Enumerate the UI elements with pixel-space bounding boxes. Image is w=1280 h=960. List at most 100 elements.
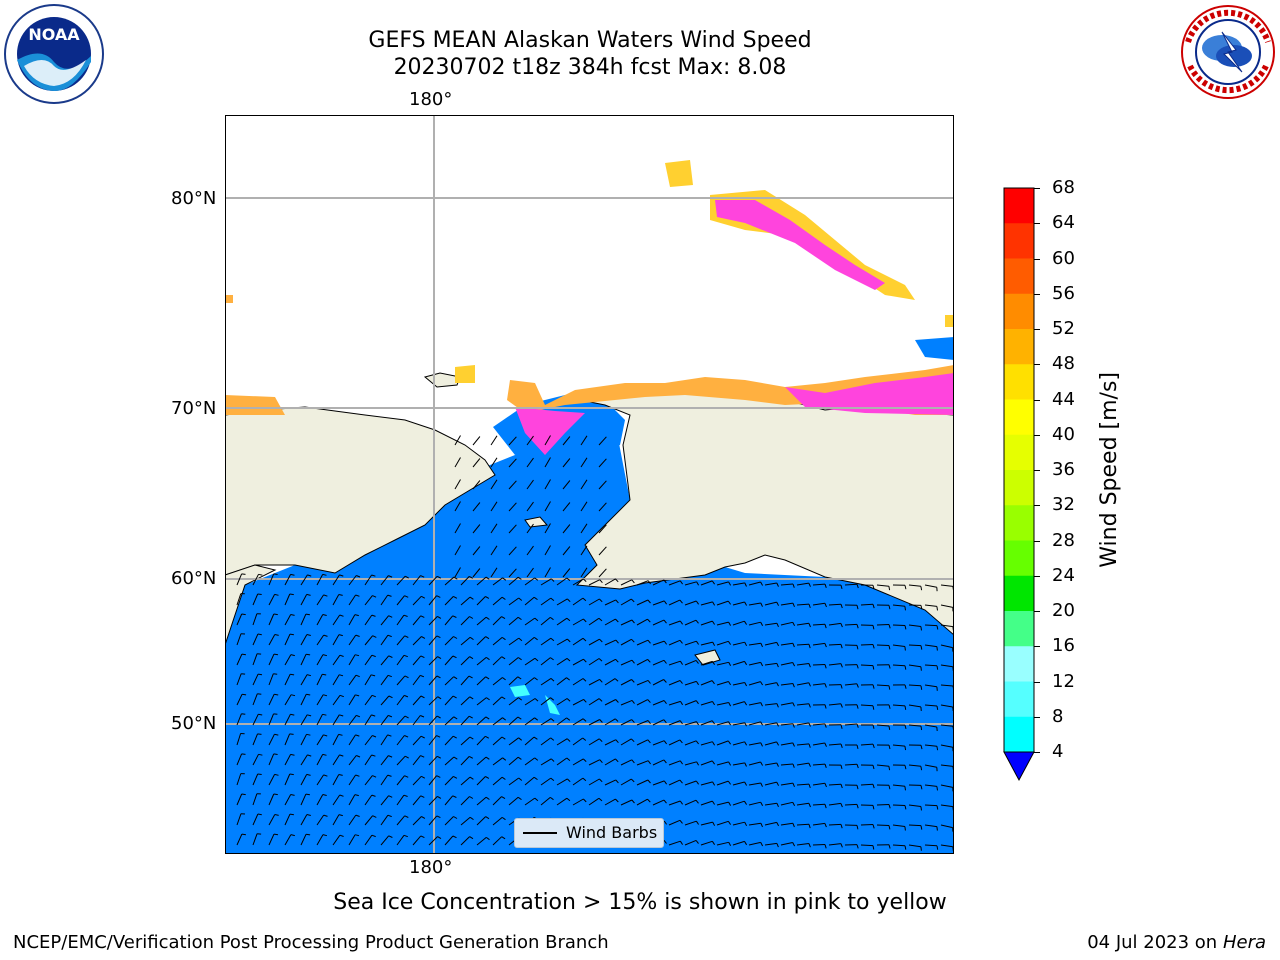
wind-barb [924, 624, 938, 627]
wind-barb [454, 457, 461, 468]
wind-barb-flag [663, 579, 667, 584]
wind-barb [540, 677, 552, 686]
wind-barb-flag [289, 593, 294, 596]
wind-barb [812, 763, 826, 766]
wind-barb [348, 654, 356, 666]
wind-barb [412, 655, 422, 666]
wind-barb-flag [566, 738, 571, 742]
wind-barb [444, 655, 454, 666]
wind-barb [588, 778, 600, 786]
wind-barb-flag [663, 640, 668, 645]
wind-barb [490, 545, 498, 556]
wind-barb [508, 777, 519, 786]
wind-barb-flag [566, 617, 571, 622]
wind-barb-flag [936, 646, 938, 651]
wind-barb [580, 457, 588, 468]
lat-label-80: 80°N [171, 188, 217, 209]
wind-barb-flag [534, 677, 538, 681]
wind-barb [380, 814, 389, 826]
wind-barb-flag [615, 618, 619, 623]
wind-barb-flag [920, 645, 923, 650]
wind-barb [588, 617, 600, 626]
wind-barb [812, 683, 825, 686]
wind-barb [396, 635, 406, 646]
wind-barb-flag [631, 619, 635, 624]
wind-barb-flag [663, 759, 667, 764]
wind-barb [332, 834, 341, 846]
wind-barb-flag [583, 658, 587, 663]
lon-label-top: 180° [409, 89, 453, 110]
wind-barb-flag [856, 804, 859, 809]
wind-barb-flag [712, 641, 716, 646]
wind-barb-flag [936, 665, 939, 670]
wind-barb-flag [501, 596, 506, 600]
wind-barb-flag [241, 793, 246, 796]
wind-barb-flag [274, 814, 279, 816]
wind-barb-flag [920, 745, 923, 750]
wind-barb [460, 756, 470, 766]
wind-barb [580, 501, 588, 512]
wind-barb [844, 803, 858, 806]
wind-barb-flag [663, 820, 668, 825]
wind-barb-flag [485, 576, 490, 580]
wind-barb [492, 717, 503, 726]
wind-barb [332, 774, 340, 786]
wind-barb [380, 835, 390, 846]
wind-barb [860, 704, 874, 707]
wind-barb [876, 624, 890, 626]
wind-barb [348, 734, 356, 746]
colorbar-cell [1004, 188, 1034, 224]
wind-barb-flag [631, 799, 635, 804]
colorbar-cell [1004, 505, 1034, 541]
wind-barb-flag [663, 740, 668, 745]
wind-barb [684, 581, 697, 586]
wind-barb-flag [615, 599, 619, 604]
footer-date: 04 Jul 2023 on Hera [1087, 932, 1266, 953]
wind-barb-flag [760, 643, 763, 648]
wind-barb-flag [550, 796, 554, 801]
wind-barb [684, 740, 697, 746]
wind-barb [412, 595, 422, 606]
wind-barb-flag [356, 714, 361, 718]
wind-barb [636, 798, 648, 806]
wind-barb [460, 776, 471, 786]
wind-barb-flag [290, 673, 295, 676]
wind-barb [684, 780, 697, 786]
graticule [225, 115, 954, 854]
wind-barb-flag [808, 824, 811, 829]
wind-barb-flag [501, 776, 506, 780]
wind-barb [236, 613, 243, 626]
wind-barb [764, 641, 777, 646]
wind-barb [236, 573, 243, 586]
wind-barb-flag [598, 617, 603, 622]
wind-barb [412, 735, 422, 746]
wind-barb-flag [630, 738, 635, 743]
wind-barb-flag [305, 613, 310, 616]
wind-barb [492, 596, 503, 606]
wind-barb-flag [452, 695, 457, 699]
wind-barb-flag [306, 693, 311, 696]
colorbar-tick [1034, 681, 1040, 683]
wind-barb-flag [647, 680, 651, 684]
wind-barb-flag [856, 764, 859, 769]
wind-barb [924, 704, 938, 707]
wind-barb [428, 815, 438, 826]
wind-barb [588, 797, 600, 806]
wind-barb-flag [744, 821, 748, 827]
wind-barb-flag [323, 814, 328, 817]
wind-barb-flag [744, 722, 747, 727]
wind-barb-flag [241, 713, 246, 715]
wind-barb [284, 714, 291, 726]
wind-barb [492, 836, 503, 846]
wind-barb-flag [273, 653, 279, 656]
wind-barb-flag [566, 677, 571, 681]
wind-barb-flag [517, 716, 522, 720]
colorbar-tick-label: 40 [1052, 423, 1075, 445]
colorbar-cell [1004, 293, 1034, 330]
wind-barb [732, 582, 745, 586]
colorbar-cell [1004, 223, 1034, 259]
wind-barb-flag [760, 681, 764, 686]
wind-barb [540, 797, 551, 806]
wind-barb-flag [679, 660, 684, 665]
wind-barb [764, 682, 777, 686]
